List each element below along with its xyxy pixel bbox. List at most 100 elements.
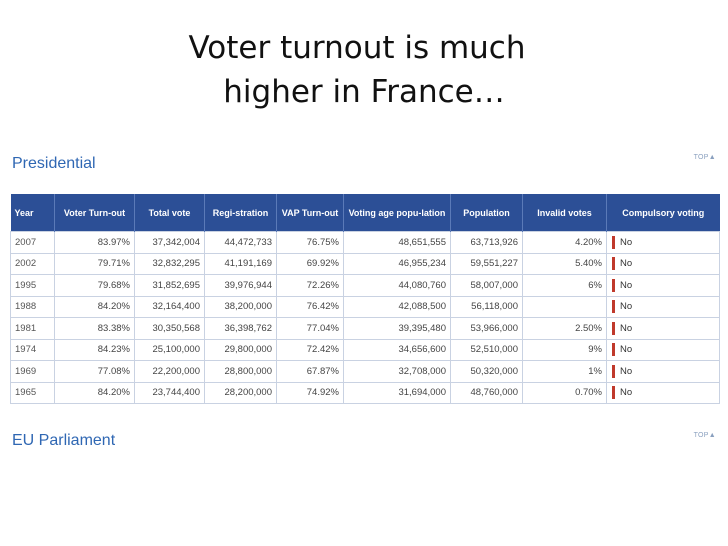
table-cell: 77.08% (54, 360, 135, 383)
table-cell: 25,100,000 (134, 338, 205, 361)
table-cell: 5.40% (522, 252, 607, 275)
table-cell: 79.71% (54, 252, 135, 275)
table-cell: 52,510,000 (450, 338, 523, 361)
table-cell: 44,472,733 (204, 231, 277, 254)
turnout-table: Year Voter Turn-out Total vote Regi-stra… (10, 194, 720, 404)
compulsory-voting-cell: No (606, 381, 720, 404)
red-bar-icon (612, 343, 615, 357)
triangle-up-icon: ▲ (708, 432, 716, 439)
table-cell: 29,800,000 (204, 338, 277, 361)
table-cell: 79.68% (54, 274, 135, 297)
table-row: 2007 83.97% 37,342,004 44,472,733 76.75% 48,6… (10, 231, 720, 254)
compulsory-voting-value: No (620, 365, 633, 377)
red-bar-icon (612, 300, 615, 314)
table-cell: 36,398,762 (204, 317, 277, 340)
table-cell: 72.26% (276, 274, 344, 297)
column-header: Invalid votes (522, 194, 607, 232)
table-cell: 6% (522, 274, 607, 297)
table-cell: 72.42% (276, 338, 344, 361)
section-title-eu-parliament: EU Parliament (12, 432, 116, 446)
table-row: 1965 84.20% 23,744,400 28,200,000 74.92% 31,6… (10, 381, 720, 404)
column-header: Voter Turn-out (54, 194, 135, 232)
compulsory-voting-cell: No (606, 274, 720, 297)
table-cell: 23,744,400 (134, 381, 205, 404)
table-cell: 22,200,000 (134, 360, 205, 383)
column-header: Population (450, 194, 523, 232)
table-cell: 30,350,568 (134, 317, 205, 340)
table-cell: 37,342,004 (134, 231, 205, 254)
year-cell: 1988 (10, 295, 55, 318)
table-cell: 31,852,695 (134, 274, 205, 297)
table-cell: 83.38% (54, 317, 135, 340)
slide-title-line-1: Voter turnout is much (188, 30, 526, 66)
table-cell: 59,551,227 (450, 252, 523, 275)
table-cell: 0.70% (522, 381, 607, 404)
top-link[interactable]: TOP▲ (694, 432, 716, 439)
year-cell: 2007 (10, 231, 55, 254)
red-bar-icon (612, 321, 615, 335)
table-cell: 2.50% (522, 317, 607, 340)
column-header: Voting age popu-lation (343, 194, 451, 232)
table-cell: 39,976,944 (204, 274, 277, 297)
column-header: VAP Turn-out (276, 194, 344, 232)
table-cell: 76.42% (276, 295, 344, 318)
table-cell: 48,760,000 (450, 381, 523, 404)
table-row: 1981 83.38% 30,350,568 36,398,762 77.04% 39,3… (10, 317, 720, 340)
column-header: Total vote (134, 194, 205, 232)
year-cell: 2002 (10, 252, 55, 275)
year-cell: 1981 (10, 317, 55, 340)
compulsory-voting-value: No (620, 279, 633, 291)
table-cell: 34,656,600 (343, 338, 451, 361)
red-bar-icon (612, 257, 615, 271)
compulsory-voting-value: No (620, 387, 633, 399)
column-header: Year (10, 194, 55, 232)
table-body: 2007 83.97% 37,342,004 44,472,733 76.75% 48,6… (10, 231, 720, 404)
table-cell: 41,191,169 (204, 252, 277, 275)
table-cell: 28,800,000 (204, 360, 277, 383)
triangle-up-icon: ▲ (708, 154, 716, 161)
table-row: 1995 79.68% 31,852,695 39,976,944 72.26% 44,0… (10, 274, 720, 297)
table-cell: 76.75% (276, 231, 344, 254)
table-cell: 58,007,000 (450, 274, 523, 297)
slide-title-line-2: higher in France… (223, 74, 505, 110)
top-link-label: TOP (693, 154, 709, 161)
column-header: Regi-stration (204, 194, 277, 232)
table-row: 2002 79.71% 32,832,295 41,191,169 69.92% 46,9… (10, 252, 720, 275)
slide-title: Voter turnout is much higher in France… (0, 26, 728, 114)
year-cell: 1974 (10, 338, 55, 361)
table-cell: 32,708,000 (343, 360, 451, 383)
table-cell: 69.92% (276, 252, 344, 275)
top-link[interactable]: TOP▲ (694, 154, 716, 161)
table-cell: 42,088,500 (343, 295, 451, 318)
table-cell: 50,320,000 (450, 360, 523, 383)
table-cell: 53,966,000 (450, 317, 523, 340)
compulsory-voting-value: No (620, 258, 633, 270)
compulsory-voting-cell: No (606, 338, 720, 361)
red-bar-icon (612, 364, 615, 378)
compulsory-voting-value: No (620, 344, 633, 356)
table-cell: 9% (522, 338, 607, 361)
table-row: 1988 84.20% 32,164,400 38,200,000 76.42% 42,0… (10, 295, 720, 318)
table-cell: 4.20% (522, 231, 607, 254)
table-header-row: Year Voter Turn-out Total vote Regi-stra… (10, 194, 720, 232)
section-title-presidential: Presidential (12, 155, 96, 172)
table-cell: 31,694,000 (343, 381, 451, 404)
red-bar-icon (612, 235, 615, 249)
compulsory-voting-cell: No (606, 360, 720, 383)
table-cell: 32,164,400 (134, 295, 205, 318)
table-cell: 83.97% (54, 231, 135, 254)
column-header: Compulsory voting (606, 194, 720, 232)
red-bar-icon (612, 386, 615, 400)
year-cell: 1995 (10, 274, 55, 297)
table-cell: 77.04% (276, 317, 344, 340)
table-cell: 84.20% (54, 295, 135, 318)
compulsory-voting-cell: No (606, 317, 720, 340)
compulsory-voting-cell: No (606, 252, 720, 275)
table-cell: 32,832,295 (134, 252, 205, 275)
table-cell: 74.92% (276, 381, 344, 404)
red-bar-icon (612, 278, 615, 292)
table-cell: 56,118,000 (450, 295, 523, 318)
top-link-label: TOP (693, 432, 709, 439)
table-row: 1969 77.08% 22,200,000 28,800,000 67.87% 32,7… (10, 360, 720, 383)
table-cell: 48,651,555 (343, 231, 451, 254)
